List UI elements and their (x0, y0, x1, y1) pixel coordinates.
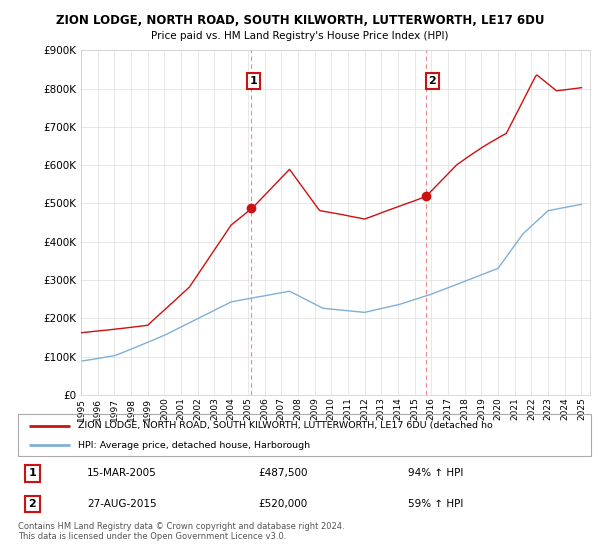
Text: 27-AUG-2015: 27-AUG-2015 (87, 499, 157, 509)
Text: £520,000: £520,000 (259, 499, 308, 509)
Text: £487,500: £487,500 (259, 468, 308, 478)
Text: 94% ↑ HPI: 94% ↑ HPI (407, 468, 463, 478)
Text: 1: 1 (250, 76, 258, 86)
Text: ZION LODGE, NORTH ROAD, SOUTH KILWORTH, LUTTERWORTH, LE17 6DU (detached ho: ZION LODGE, NORTH ROAD, SOUTH KILWORTH, … (78, 421, 493, 430)
Text: 1: 1 (28, 468, 36, 478)
Text: 15-MAR-2005: 15-MAR-2005 (87, 468, 157, 478)
Text: 59% ↑ HPI: 59% ↑ HPI (407, 499, 463, 509)
Text: Contains HM Land Registry data © Crown copyright and database right 2024.
This d: Contains HM Land Registry data © Crown c… (18, 522, 344, 542)
Text: 2: 2 (428, 76, 436, 86)
Text: HPI: Average price, detached house, Harborough: HPI: Average price, detached house, Harb… (78, 441, 310, 450)
Text: Price paid vs. HM Land Registry's House Price Index (HPI): Price paid vs. HM Land Registry's House … (151, 31, 449, 41)
Text: 2: 2 (28, 499, 36, 509)
Text: ZION LODGE, NORTH ROAD, SOUTH KILWORTH, LUTTERWORTH, LE17 6DU: ZION LODGE, NORTH ROAD, SOUTH KILWORTH, … (56, 14, 544, 27)
